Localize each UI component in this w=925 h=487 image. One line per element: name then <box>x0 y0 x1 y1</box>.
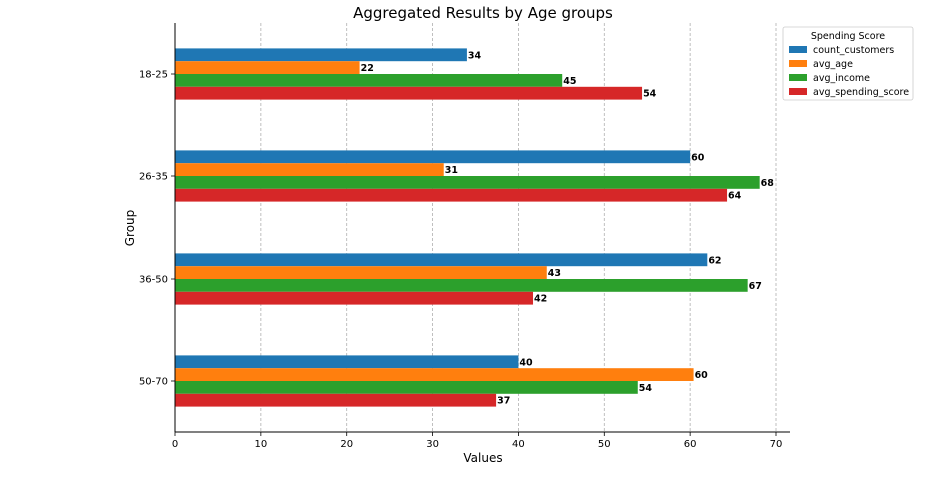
legend-swatch-count_customers <box>789 46 807 53</box>
bar-label-18-25-count_customers: 34 <box>468 50 482 61</box>
bar-label-18-25-avg_income: 45 <box>563 76 576 87</box>
bar-50-70-avg_income <box>175 381 638 394</box>
x-axis-ticks: 0 10 20 30 40 50 60 70 <box>172 432 783 450</box>
legend-swatch-avg_spending_score <box>789 88 807 95</box>
x-tick-label-60: 60 <box>684 439 697 450</box>
bar-label-50-70-avg_spending_score: 37 <box>497 396 510 407</box>
legend-swatch-avg_age <box>789 60 807 67</box>
axes <box>174 23 790 433</box>
x-tick-label-10: 10 <box>254 439 267 450</box>
bar-26-35-avg_income <box>175 176 760 189</box>
y-axis-label: Group <box>123 210 137 247</box>
y-tick-label-36-50: 36-50 <box>139 275 168 286</box>
legend-entry-avg_spending_score: avg_spending_score <box>813 87 909 98</box>
legend-entry-avg_income: avg_income <box>813 73 870 84</box>
legend-entry-avg_age: avg_age <box>813 59 853 70</box>
y-tick-label-18-25: 18-25 <box>139 70 168 81</box>
bar-26-35-count_customers <box>175 150 691 164</box>
bar-36-50-avg_income <box>175 279 748 292</box>
bar-26-35-avg_age <box>175 163 444 176</box>
x-tick-label-50: 50 <box>598 439 611 450</box>
chart-title: Aggregated Results by Age groups <box>353 4 613 22</box>
bar-50-70-avg_spending_score <box>175 393 497 407</box>
y-axis-ticks: 18-25 26-35 36-50 50-70 <box>139 70 175 388</box>
bar-18-25-avg_age <box>175 61 360 74</box>
bar-label-26-35-avg_age: 31 <box>445 165 458 176</box>
bars <box>175 48 760 407</box>
bar-label-26-35-count_customers: 60 <box>691 152 705 163</box>
x-tick-label-70: 70 <box>770 439 783 450</box>
x-tick-label-30: 30 <box>426 439 439 450</box>
bar-label-36-50-avg_income: 67 <box>749 281 762 292</box>
bar-label-50-70-avg_age: 60 <box>695 370 709 381</box>
bar-value-labels: 34 22 45 54 60 31 68 64 62 43 67 42 40 60 54 37 <box>361 50 775 406</box>
bar-18-25-avg_spending_score <box>175 86 643 100</box>
bar-label-18-25-avg_age: 22 <box>361 63 374 74</box>
bar-50-70-count_customers <box>175 355 519 369</box>
x-tick-label-40: 40 <box>512 439 525 450</box>
legend-entry-count_customers: count_customers <box>813 45 894 56</box>
legend-box <box>782 26 914 101</box>
bar-label-50-70-avg_income: 54 <box>639 383 653 394</box>
bar-26-35-avg_spending_score <box>175 188 728 202</box>
bar-label-36-50-count_customers: 62 <box>708 255 721 266</box>
bar-label-26-35-avg_income: 68 <box>761 178 775 189</box>
bar-36-50-avg_spending_score <box>175 291 534 305</box>
y-tick-label-50-70: 50-70 <box>139 377 168 388</box>
bar-label-36-50-avg_spending_score: 42 <box>534 294 547 305</box>
y-tick-label-26-35: 26-35 <box>139 172 168 183</box>
bar-36-50-count_customers <box>175 253 708 267</box>
x-tick-label-20: 20 <box>340 439 353 450</box>
bar-18-25-avg_income <box>175 74 563 87</box>
bar-label-50-70-count_customers: 40 <box>519 357 533 368</box>
x-axis-label: Values <box>463 451 502 465</box>
bar-18-25-count_customers <box>175 48 467 62</box>
bar-label-18-25-avg_spending_score: 54 <box>643 89 657 100</box>
bar-36-50-avg_age <box>175 266 547 279</box>
legend-title: Spending Score <box>811 31 885 42</box>
bar-label-36-50-avg_age: 43 <box>548 268 561 279</box>
bar-label-26-35-avg_spending_score: 64 <box>728 191 742 202</box>
x-tick-label-0: 0 <box>172 439 178 450</box>
legend-swatch-avg_income <box>789 74 807 81</box>
bar-50-70-avg_age <box>175 368 694 381</box>
legend: Spending Score count_customers avg_age avg_… <box>782 26 914 101</box>
